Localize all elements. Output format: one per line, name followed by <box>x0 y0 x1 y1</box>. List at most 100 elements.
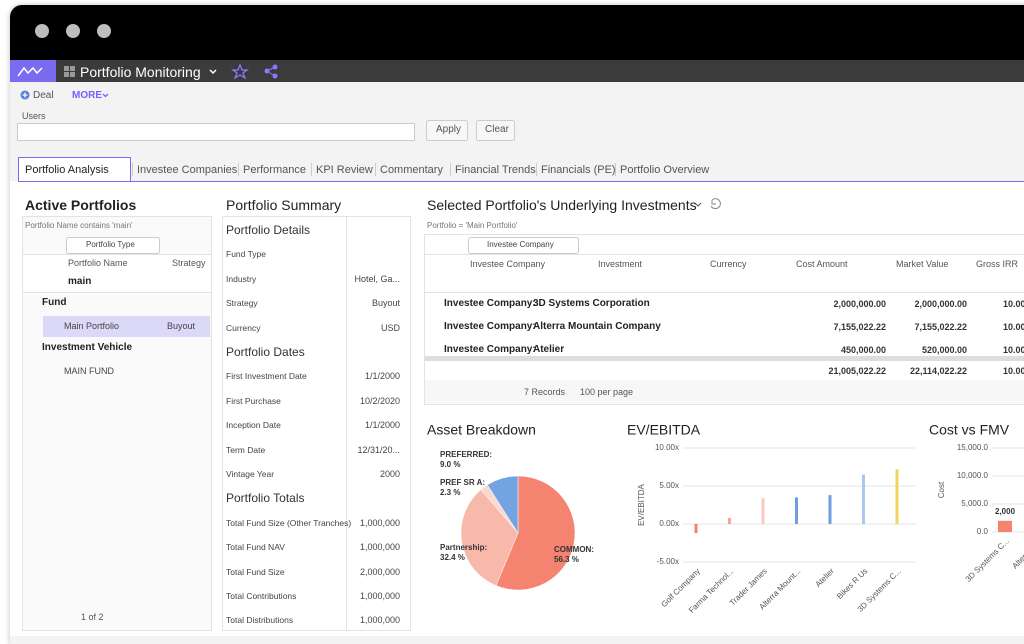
refresh-icon[interactable] <box>710 198 721 210</box>
row-group-label: Investee Company: <box>444 344 536 355</box>
filter-text: Portfolio = 'Main Portfolio' <box>427 221 518 230</box>
tab-separator <box>238 163 239 176</box>
field-label: Fund Type <box>226 249 267 260</box>
field-value: 12/31/20... <box>357 444 400 455</box>
tab[interactable]: Portfolio Analysis <box>25 164 109 176</box>
field-label: First Investment Date <box>226 371 307 382</box>
tab[interactable]: Portfolio Overview <box>620 164 710 176</box>
title-chevron[interactable] <box>209 69 217 75</box>
field-value: Hotel, Ga... <box>354 273 400 284</box>
group-name: Fund <box>42 297 67 308</box>
investments-header <box>424 254 1024 293</box>
column-header: Investee Company <box>470 259 546 269</box>
group-by[interactable]: Investee Company <box>487 240 554 249</box>
y-tick-label: 0.0 <box>977 527 989 536</box>
field-value: 1/1/2000 <box>364 420 400 431</box>
field-value: Buyout <box>371 298 400 309</box>
column-header: Investment <box>598 259 643 269</box>
app-title[interactable]: Portfolio Monitoring <box>80 64 201 80</box>
title-chevron[interactable] <box>694 202 702 207</box>
group-separator <box>425 356 1024 361</box>
y-tick-label: 10.00x <box>655 443 679 452</box>
company-name[interactable]: 3D Systems Corporation <box>533 298 650 309</box>
x-tick-label: Alterra M... <box>1010 537 1024 571</box>
field-value: 10/2/2020 <box>359 395 400 406</box>
field-label: Total Distributions <box>226 615 294 626</box>
column-header: Market Value <box>896 259 949 269</box>
share-icon[interactable] <box>264 64 278 79</box>
field-value: 1,000,000 <box>359 517 400 528</box>
bar <box>998 520 1012 532</box>
slice-label: Partnership: <box>440 543 487 552</box>
more-action[interactable]: MORE <box>72 90 102 101</box>
field-label: Total Fund Size (Other Tranches) <box>226 517 352 528</box>
window-dot <box>66 24 80 38</box>
filter-text: Portfolio Name contains 'main' <box>25 221 133 230</box>
gross-irr: 10.00 <box>1003 322 1024 332</box>
tab[interactable]: Financial Trends <box>455 164 536 176</box>
row-group-label: Investee Company: <box>444 298 536 309</box>
market-value: 2,000,000.00 <box>914 299 967 309</box>
window-dot <box>97 24 111 38</box>
clear-label[interactable]: Clear <box>485 124 509 135</box>
filter-label: Users <box>22 111 46 121</box>
y-tick-label: 10,000.0 <box>957 471 989 480</box>
portfolio-name[interactable]: Main Portfolio <box>64 321 120 331</box>
apply-button[interactable] <box>426 120 468 141</box>
column-header: Strategy <box>172 258 206 268</box>
portfolio-name[interactable]: MAIN FUND <box>64 366 114 376</box>
column-header: Currency <box>710 259 747 269</box>
tab-separator <box>615 163 616 176</box>
y-tick-label: 5,000.0 <box>961 499 988 508</box>
section-title: Portfolio Totals <box>226 491 305 506</box>
slice-value: 56.3 % <box>554 555 579 564</box>
group-by[interactable]: Portfolio Type <box>86 240 135 249</box>
y-tick-label: 15,000.0 <box>957 443 989 452</box>
favorite-icon[interactable] <box>231 63 249 80</box>
tab-separator <box>132 163 133 176</box>
selected-row[interactable] <box>43 316 210 337</box>
summary-panel <box>222 216 411 631</box>
bar <box>828 495 832 524</box>
field-value: 1,000,000 <box>359 542 400 553</box>
field-label: Total Fund Size <box>226 566 285 577</box>
investments-pager-bar <box>425 380 1024 404</box>
field-label: Industry <box>226 273 257 284</box>
tab[interactable]: Commentary <box>380 164 443 176</box>
company-name[interactable]: Atelier <box>533 344 565 355</box>
column-header: Cost Amount <box>796 259 848 269</box>
group-name: Investment Vehicle <box>42 342 133 353</box>
y-axis-label: EV/EBITDA <box>637 483 646 525</box>
search-value: main <box>68 276 92 287</box>
slice-value: 9.0 % <box>440 460 460 469</box>
clear-button[interactable] <box>476 120 515 141</box>
section-title: Portfolio Details <box>226 223 311 237</box>
toolbar <box>10 60 1024 82</box>
more-chevron[interactable] <box>102 93 109 98</box>
active-tab[interactable] <box>18 157 131 182</box>
group-chip[interactable] <box>66 237 160 254</box>
tab[interactable]: Investee Companies <box>137 164 238 176</box>
group-chip[interactable] <box>468 237 579 254</box>
logo[interactable] <box>10 60 56 82</box>
apply-label[interactable]: Apply <box>436 124 462 135</box>
tab[interactable]: Performance <box>243 164 306 176</box>
page-size[interactable]: 100 per page <box>580 387 634 397</box>
tab[interactable]: Financials (PE) <box>541 164 616 176</box>
bar <box>795 497 798 524</box>
window-dot <box>35 24 49 38</box>
section-title: Portfolio Dates <box>226 345 305 359</box>
company-name[interactable]: Alterra Mountain Company <box>533 321 661 332</box>
field-value: 2,000,000 <box>359 566 400 577</box>
gross-irr: 10.00 <box>1003 299 1024 309</box>
record-count: 7 Records <box>524 387 566 397</box>
users-input[interactable] <box>17 123 415 141</box>
field-label: Inception Date <box>226 420 281 431</box>
logo-mark <box>17 66 43 77</box>
apps-icon[interactable] <box>64 66 75 77</box>
pie-slice <box>460 489 519 586</box>
field-label: Vintage Year <box>226 469 275 479</box>
tab[interactable]: KPI Review <box>316 164 373 176</box>
chart-title: Cost vs FMV <box>929 422 1010 438</box>
